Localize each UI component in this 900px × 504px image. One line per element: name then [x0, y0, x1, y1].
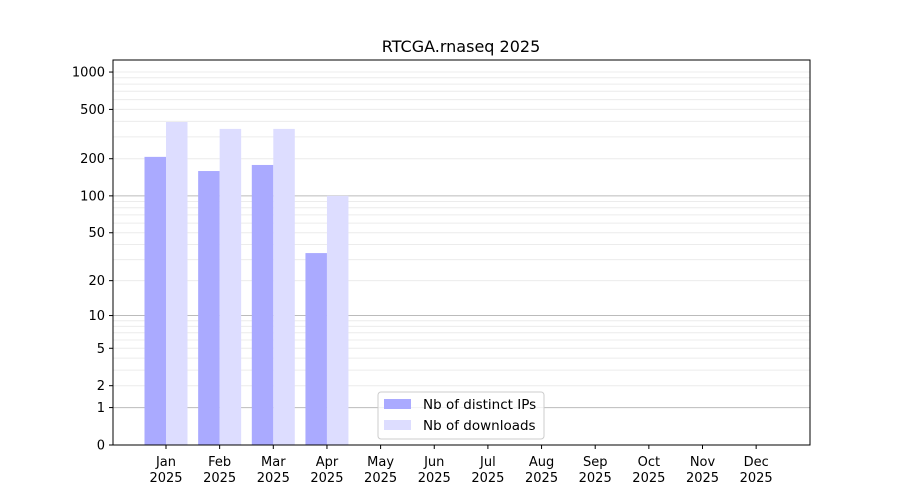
x-tick-month: Oct — [638, 455, 660, 470]
x-tick-year: 2025 — [257, 471, 290, 486]
x-tick-year: 2025 — [203, 471, 236, 486]
x-axis: Jan2025Feb2025Mar2025Apr2025May2025Jun20… — [149, 445, 773, 486]
legend-swatch-downloads — [384, 420, 411, 430]
y-tick-label: 1000 — [72, 66, 105, 81]
x-tick-month: Apr — [316, 455, 339, 470]
x-tick-year: 2025 — [471, 471, 504, 486]
legend-swatch-ips — [384, 399, 411, 409]
chart-title: RTCGA.rnaseq 2025 — [382, 37, 541, 56]
x-tick-month: Sep — [583, 455, 608, 470]
bar-ips — [144, 156, 166, 445]
x-tick-month: Jan — [155, 455, 176, 470]
bar-ips — [251, 164, 274, 445]
y-tick-label: 0 — [97, 439, 105, 454]
x-tick-year: 2025 — [740, 471, 773, 486]
y-tick-label: 500 — [80, 103, 105, 118]
x-tick-year: 2025 — [364, 471, 397, 486]
y-tick-label: 200 — [80, 152, 105, 167]
bars — [144, 121, 349, 445]
legend-label-downloads: Nb of downloads — [423, 418, 536, 434]
x-tick-month: May — [367, 455, 394, 470]
y-axis: 0 1 2 5 10 20 50 100 200 500 1000 — [72, 66, 113, 454]
x-tick-month: Feb — [208, 455, 231, 470]
bar-ips — [305, 253, 327, 445]
y-tick-label: 50 — [88, 226, 105, 241]
x-tick-year: 2025 — [686, 471, 719, 486]
x-tick-year: 2025 — [149, 471, 182, 486]
x-tick-year: 2025 — [418, 471, 451, 486]
x-tick-year: 2025 — [632, 471, 665, 486]
legend: Nb of distinct IPs Nb of downloads — [377, 391, 545, 440]
bar-downloads — [166, 121, 188, 445]
legend-frame — [377, 391, 545, 440]
bar-downloads — [219, 128, 242, 445]
bar-downloads — [273, 128, 295, 445]
x-tick-month: Jul — [479, 455, 496, 470]
y-tick-label: 10 — [88, 309, 105, 324]
bar-ips — [198, 171, 220, 445]
x-tick-year: 2025 — [525, 471, 558, 486]
plot-frame — [112, 59, 811, 446]
y-tick-label: 2 — [97, 379, 105, 394]
x-tick-year: 2025 — [579, 471, 612, 486]
bar-downloads — [326, 195, 349, 445]
x-tick-month: Jun — [423, 455, 444, 470]
y-tick-label: 20 — [88, 274, 105, 289]
legend-label-ips: Nb of distinct IPs — [423, 397, 536, 413]
x-tick-year: 2025 — [310, 471, 343, 486]
x-tick-month: Mar — [261, 455, 286, 470]
x-tick-month: Aug — [529, 455, 554, 470]
x-tick-month: Nov — [690, 455, 716, 470]
y-tick-label: 5 — [97, 342, 105, 357]
y-tick-label: 1 — [97, 401, 105, 416]
x-tick-month: Dec — [744, 455, 769, 470]
y-tick-label: 100 — [80, 189, 105, 204]
